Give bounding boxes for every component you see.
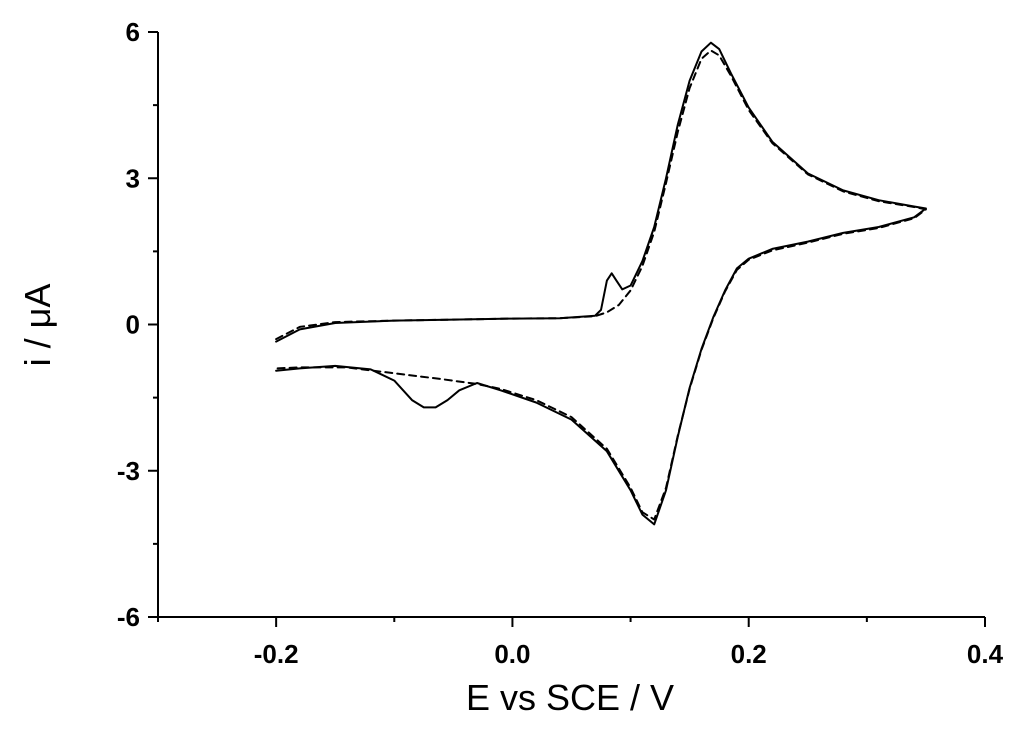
y-tick-label: -6 bbox=[117, 602, 140, 632]
y-tick-label: -3 bbox=[117, 456, 140, 486]
dashed-curve bbox=[275, 49, 927, 521]
y-tick-label: 0 bbox=[126, 310, 140, 340]
y-tick-label: 3 bbox=[126, 163, 140, 193]
solid-curve bbox=[275, 41, 927, 526]
x-tick-label: 0.0 bbox=[494, 639, 530, 669]
plot-curves bbox=[275, 41, 927, 526]
x-tick-label: 0.4 bbox=[967, 639, 1004, 669]
y-tick-label: 6 bbox=[126, 17, 140, 47]
y-axis-title: i / μA bbox=[17, 284, 58, 367]
tick-labels: -6 -3 0 3 6 -0.2 0.0 0.2 0.4 bbox=[117, 17, 1004, 669]
x-tick-label: 0.2 bbox=[731, 639, 767, 669]
x-axis-title: E vs SCE / V bbox=[466, 677, 674, 718]
axes bbox=[148, 31, 986, 627]
x-tick-label: -0.2 bbox=[254, 639, 299, 669]
